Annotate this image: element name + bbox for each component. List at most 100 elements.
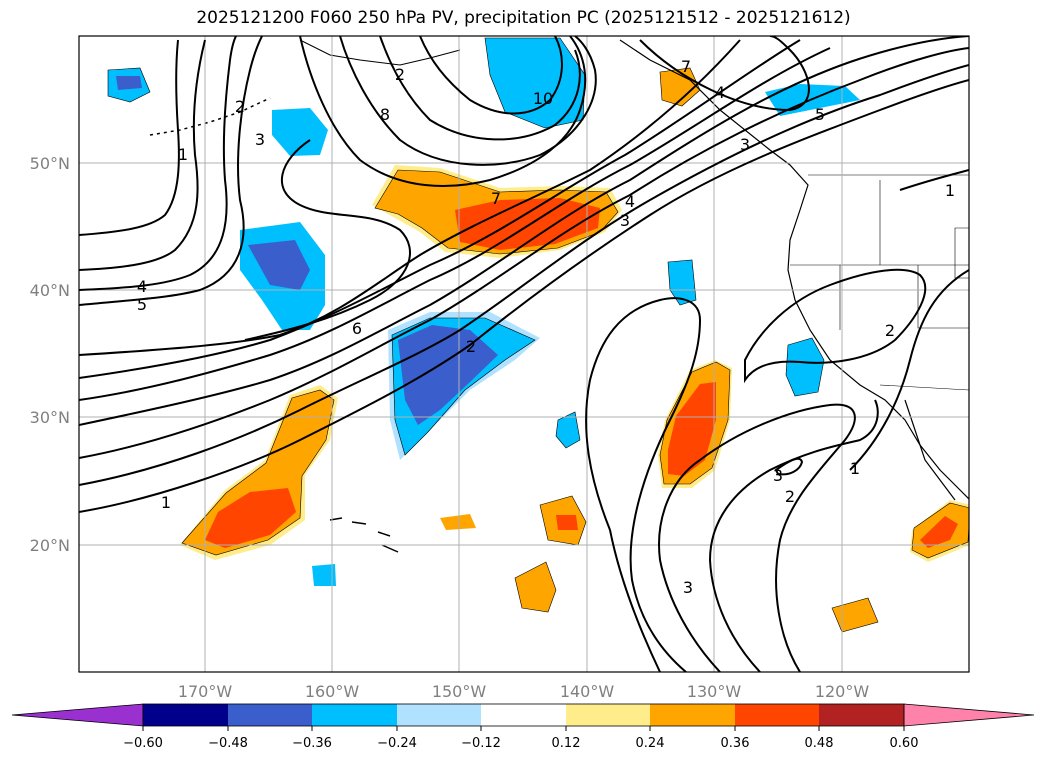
pv-contour [849,269,969,471]
lon-label: 140°W [560,682,615,701]
pv-contour [79,36,237,291]
lat-label: 40°N [30,281,70,300]
pos-area-small-3 [440,514,476,530]
colorbar-segment [312,704,397,726]
map-plot-area: 1 2 3 4 5 6 7 8 10 1 2 3 4 5 2 1 2 3 3 4… [79,36,969,672]
colorbar-ticks [142,726,905,731]
colorbar-outline [142,703,905,727]
contour-label: 10 [533,89,553,108]
colorbar-segment [735,704,819,726]
contour-label: 4 [137,277,147,296]
colorbar-tick-label: 0.24 [636,736,665,751]
contour-label: 1 [945,181,955,200]
contour-label: 2 [785,487,795,506]
pv-contour [774,457,804,476]
map-title: 2025121200 F060 250 hPa PV, precipitatio… [196,8,851,28]
colorbar-extend-low [11,703,144,727]
colorbar-segment [650,704,735,726]
pos-area-small-2 [514,561,557,613]
colorbar-segment [819,704,904,726]
pv-contour [585,297,702,672]
pv-contour [79,47,969,459]
contour-label: 2 [235,97,245,116]
contour-label: 4 [715,83,725,102]
colorbar-tick-label: −0.24 [377,736,417,751]
lon-label: 150°W [432,682,487,701]
neg-area-alaska [484,37,586,129]
contour-label: 7 [491,189,501,208]
lon-label: 130°W [687,682,742,701]
pv-contour [79,64,969,486]
pv-contour [379,36,581,141]
contour-label: 2 [395,65,405,84]
neg-area-small-2 [555,411,581,449]
political-borders [790,174,969,391]
colorbar-segment [481,704,566,726]
colorbar: −0.60 −0.48 −0.36 −0.24 −0.12 0.12 0.24 … [11,703,1035,751]
longitude-labels: 170°W 160°W 150°W 140°W 130°W 120°W [178,682,870,701]
pv-contour [79,39,180,236]
contour-label: 1 [178,145,188,164]
hawaii-islands [329,517,399,553]
lat-label: 30°N [30,408,70,427]
lat-label: 20°N [30,536,70,555]
pv-contour [708,399,879,672]
colorbar-segment [566,704,650,726]
pv-contour [299,36,587,187]
pv-contour [899,169,969,191]
contour-label: 6 [352,319,362,338]
pv-contour [639,36,810,112]
pv-contour [658,403,856,672]
pv-contour [744,268,927,384]
pv-contour [79,39,206,271]
colorbar-tick-label: 0.60 [890,736,919,751]
colorbar-tick-label: −0.36 [292,736,332,751]
pos-area-alaska [659,67,701,107]
pv-contour [79,39,801,379]
neg-area-aleutian [272,108,328,156]
pv-contour [79,36,969,426]
colorbar-tick-label: −0.48 [208,736,248,751]
pos-area-small-4 [831,597,879,633]
contour-label: 3 [773,466,783,485]
lon-label: 160°W [305,682,360,701]
lon-label: 170°W [178,682,233,701]
contour-label: 5 [815,105,825,124]
colorbar-segment [397,704,481,726]
north-america-coast [619,39,969,500]
pv-contour [419,36,563,115]
colorbar-extend-high [903,703,1035,727]
pv-contour [79,47,831,401]
colorbar-tick-label: 0.48 [805,736,834,751]
neg-area-small-1 [667,259,697,306]
contour-label: 2 [885,321,895,340]
map-frame [78,35,970,673]
neg-area-coast [785,337,825,397]
contour-label: 3 [255,130,265,149]
contour-label: 3 [620,211,630,230]
contour-label: 5 [137,295,147,314]
colorbar-tick-label: −0.60 [123,736,163,751]
colorbar-tick-label: 0.12 [552,736,581,751]
contour-label: 3 [740,135,750,154]
colorbar-tick-label: −0.12 [461,736,501,751]
colorbar-segment [228,704,312,726]
lat-label: 50°N [30,154,70,173]
alaska-islands [299,39,461,66]
pv-contour [79,79,969,513]
contour-label: 3 [683,578,693,597]
pv-contours [79,36,969,672]
contour-label: 2 [466,337,476,356]
colorbar-segment [143,704,228,726]
lon-label: 120°W [815,682,870,701]
contour-label: 8 [380,105,390,124]
coastlines [149,39,969,553]
contour-label: 4 [625,192,635,211]
contour-labels: 1 2 3 4 5 6 7 8 10 1 2 3 4 5 2 1 2 3 3 4… [137,57,955,597]
latitude-labels: 50°N 40°N 30°N 20°N [30,154,70,555]
pv-contour [79,36,263,306]
pv-contour [79,39,741,356]
colorbar-tick-label: 0.36 [721,736,750,751]
pv-contour [339,36,597,166]
